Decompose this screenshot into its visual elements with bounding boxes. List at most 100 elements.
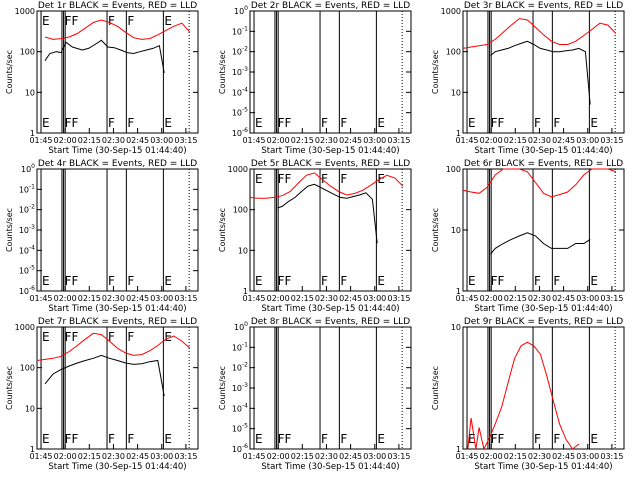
x-tick-label: 03:00 xyxy=(150,294,173,303)
x-tick-label: 02:15 xyxy=(291,452,314,461)
x-tick-label: 03:15 xyxy=(387,452,410,461)
chart-panel-4: Det 4r BLACK = Events, RED = LLD 10-6 10-5… xyxy=(5,159,199,314)
x-tick-label: 02:30 xyxy=(102,136,125,145)
y-tick-label: 10-2 xyxy=(232,46,248,57)
y-tick-label: 10 xyxy=(451,226,461,235)
chart-panel-6: Det 6r BLACK = Events, RED = LLD 1 10 100 Co… xyxy=(431,159,625,314)
x-tick-label: 02:00 xyxy=(267,294,290,303)
chart-title: Det 5r BLACK = Events, RED = LLD xyxy=(251,159,410,169)
event-marker-label-top: E xyxy=(164,330,172,344)
plot-frame xyxy=(249,326,412,450)
x-tick-label: 02:15 xyxy=(504,294,527,303)
event-marker-label: E xyxy=(164,116,172,130)
x-tick-label: 01:45 xyxy=(455,294,478,303)
x-axis-label: Start Time (30-Sep-15 01:44:40) xyxy=(261,462,399,472)
event-marker-label-top: E xyxy=(255,172,263,186)
x-axis-label: Start Time (30-Sep-15 01:44:40) xyxy=(474,146,612,156)
chart-title: Det 6r BLACK = Events, RED = LLD xyxy=(464,159,623,169)
x-tick-label: 02:45 xyxy=(339,452,362,461)
event-marker-label: F xyxy=(534,274,541,288)
x-tick-label: 01:45 xyxy=(455,136,478,145)
chart-title: Det 3r BLACK = Events, RED = LLD xyxy=(464,1,623,11)
y-tick-label: 10-3 xyxy=(19,224,35,235)
y-tick-label: 10-4 xyxy=(19,244,35,255)
event-marker-label: F xyxy=(108,274,115,288)
event-marker-label: F xyxy=(553,274,560,288)
x-axis-label: Start Time (30-Sep-15 01:44:40) xyxy=(261,146,399,156)
event-marker-label: E xyxy=(377,432,385,446)
x-tick-label: 02:45 xyxy=(552,294,575,303)
y-axis-label: Counts/sec xyxy=(431,50,440,94)
x-tick-label: 03:00 xyxy=(363,452,386,461)
event-marker-label: E xyxy=(255,274,263,288)
x-axis-label: Start Time (30-Sep-15 01:44:40) xyxy=(474,304,612,314)
y-tick-label: 1000 xyxy=(441,7,461,16)
x-tick-label: 01:45 xyxy=(29,452,52,461)
x-tick-label: 02:45 xyxy=(126,294,149,303)
event-marker-label: F xyxy=(127,116,134,130)
event-marker-label-top: E xyxy=(164,14,172,28)
y-tick-label: 1000 xyxy=(15,323,35,332)
y-tick-label: 10-6 xyxy=(232,127,248,138)
event-marker-label: F xyxy=(340,116,347,130)
event-marker-label: F xyxy=(108,432,115,446)
y-tick-label: 10-5 xyxy=(232,107,248,118)
events-series-line xyxy=(490,232,591,255)
y-tick-label: 10 xyxy=(451,88,461,97)
x-axis-label: Start Time (30-Sep-15 01:44:40) xyxy=(474,462,612,472)
events-series-line xyxy=(44,39,165,73)
y-tick-label: 10-4 xyxy=(232,86,248,97)
x-tick-label: 03:15 xyxy=(387,294,410,303)
y-tick-label: 100 xyxy=(234,5,248,16)
event-marker-label: E xyxy=(590,274,598,288)
x-tick-label: 03:00 xyxy=(363,136,386,145)
event-marker-label-top: F xyxy=(127,330,134,344)
y-tick-label: 100 xyxy=(20,48,35,57)
x-tick-label: 02:30 xyxy=(315,452,338,461)
x-tick-label: 03:15 xyxy=(174,294,197,303)
lld-series-line xyxy=(44,19,191,40)
x-tick-label: 03:00 xyxy=(150,136,173,145)
y-tick-label: 100 xyxy=(21,163,35,174)
plot-frame xyxy=(249,10,412,134)
event-marker-label: E xyxy=(468,274,476,288)
y-tick-label: 1 xyxy=(456,129,461,138)
y-tick-label: 10-1 xyxy=(232,341,248,352)
lld-series-line xyxy=(462,18,617,49)
event-marker-label-top: E xyxy=(42,14,50,28)
chart-panel-8: Det 8r BLACK = Events, RED = LLD 10-6 10-5… xyxy=(218,317,412,472)
y-tick-label: 10 xyxy=(25,404,35,413)
event-marker-label: FF xyxy=(491,432,505,446)
y-axis-label: Counts/sec xyxy=(218,50,227,94)
x-tick-label: 03:15 xyxy=(174,136,197,145)
chart-title: Det 4r BLACK = Events, RED = LLD xyxy=(38,159,197,169)
x-tick-label: 02:00 xyxy=(480,294,503,303)
x-tick-label: 02:00 xyxy=(267,452,290,461)
lld-series-line xyxy=(467,341,580,451)
y-tick-label: 1 xyxy=(30,129,35,138)
x-tick-label: 01:45 xyxy=(29,294,52,303)
event-marker-label: F xyxy=(108,116,115,130)
x-tick-label: 01:45 xyxy=(242,452,265,461)
x-tick-label: 02:15 xyxy=(78,136,101,145)
x-tick-label: 03:15 xyxy=(600,136,623,145)
y-tick-label: 10-5 xyxy=(232,423,248,434)
x-tick-label: 01:45 xyxy=(242,294,265,303)
x-tick-label: 02:45 xyxy=(339,294,362,303)
event-marker-label-top: FF xyxy=(65,14,79,28)
x-tick-label: 02:30 xyxy=(102,294,125,303)
y-tick-label: 10-6 xyxy=(232,443,248,454)
event-marker-label-top: E xyxy=(42,330,50,344)
x-tick-label: 02:00 xyxy=(480,136,503,145)
event-marker-label: E xyxy=(468,116,476,130)
event-marker-label-top: F xyxy=(321,172,328,186)
y-tick-label: 10-6 xyxy=(19,285,35,296)
x-tick-label: 03:00 xyxy=(576,452,599,461)
event-marker-label-top: F xyxy=(108,330,115,344)
y-axis-label: Counts/sec xyxy=(5,208,14,252)
x-tick-label: 02:30 xyxy=(528,136,551,145)
y-tick-label: 10-2 xyxy=(232,362,248,373)
event-marker-label: E xyxy=(377,274,385,288)
x-axis-label: Start Time (30-Sep-15 01:44:40) xyxy=(48,146,186,156)
y-tick-label: 100 xyxy=(233,206,248,215)
